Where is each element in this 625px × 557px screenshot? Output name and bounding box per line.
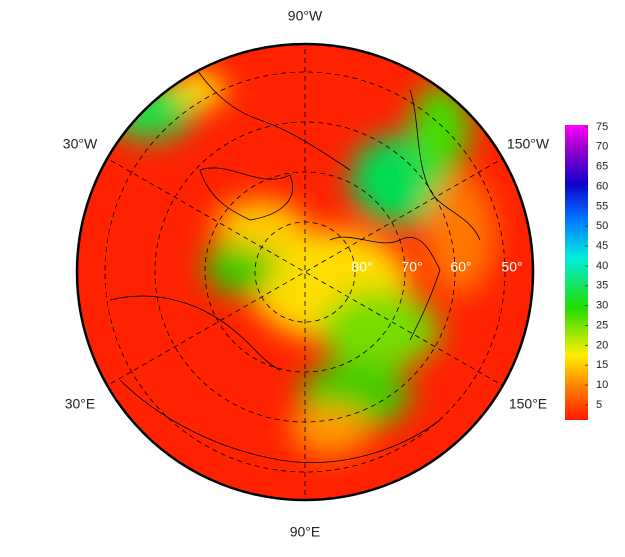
colorbar-tick-label: 25 — [596, 319, 608, 331]
lat-label: 80° — [351, 259, 372, 275]
colorbar-tick-label: 20 — [596, 339, 608, 351]
colorbar-tick-label: 45 — [596, 240, 608, 252]
lon-label: 150°E — [509, 396, 547, 412]
lon-label: 30°W — [63, 136, 98, 152]
colorbar-tick-label: 60 — [596, 180, 608, 192]
lon-label: 150°W — [507, 136, 550, 152]
colorbar-tick-label: 70 — [596, 141, 608, 153]
colorbar-tick-label: 75 — [596, 121, 608, 133]
lon-label: 90°E — [290, 524, 321, 540]
colorbar-tick-label: 35 — [596, 280, 608, 292]
colorbar-tick-label: 5 — [596, 399, 602, 411]
coastlines — [109, 59, 481, 463]
colorbar-tick-label: 10 — [596, 379, 608, 391]
colorbar-tick-label: 55 — [596, 200, 608, 212]
map-border — [75, 42, 535, 502]
colorbar-ticks: 5 10 15 20 25 30 35 40 45 50 55 60 65 70 75 — [585, 121, 608, 411]
colorbar-tick-label: 15 — [596, 359, 608, 371]
lon-label: 90°W — [288, 8, 323, 24]
colorbar-tick-label: 30 — [596, 300, 608, 312]
lon-label: 30°E — [65, 396, 96, 412]
colorbar-tick-label: 50 — [596, 220, 608, 232]
lat-label: 60° — [450, 259, 471, 275]
graticule — [102, 44, 508, 500]
colorbar — [565, 125, 588, 420]
colorbar-tick-label: 65 — [596, 161, 608, 173]
lat-label: 70° — [401, 259, 422, 275]
field — [77, 44, 533, 500]
colorbar-tick-label: 40 — [596, 260, 608, 272]
lat-label: 50° — [501, 259, 522, 275]
